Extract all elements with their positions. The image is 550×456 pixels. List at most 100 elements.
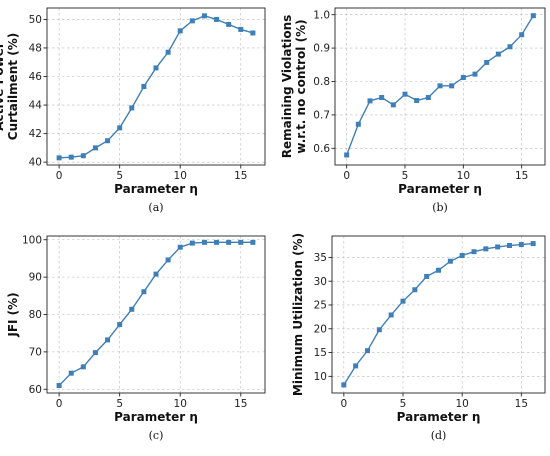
data-point (165, 257, 171, 263)
data-point (495, 244, 501, 250)
data-point (424, 273, 430, 279)
x-tick-label: 0 (343, 170, 350, 182)
y-tick-label: 48 (29, 43, 42, 55)
data-point (226, 239, 232, 245)
chart-a-svg: 0 5 10 15 40 42 44 46 48 50 Parameter η Active Powe… (0, 7, 266, 214)
x-tick-label: 0 (56, 170, 63, 182)
data-point (483, 246, 489, 252)
chart-panel-d: 0 5 10 15 10 15 20 25 30 35 Parameter η Minimum Uti… (275, 228, 550, 456)
data-point (400, 298, 406, 304)
series-line (58, 241, 253, 387)
data-point (495, 51, 501, 57)
data-point (484, 59, 490, 65)
y-tick-label: 90 (29, 272, 42, 284)
data-point (402, 91, 408, 97)
y-tick-label: 46 (29, 71, 43, 83)
chart-panel-a: 0 5 10 15 40 42 44 46 48 50 Parameter η Active Powe… (0, 0, 275, 228)
data-point (238, 26, 244, 32)
panel-caption: (c) (149, 429, 164, 442)
y-tick-label: 35 (314, 252, 327, 264)
data-point (353, 363, 359, 369)
data-point (129, 306, 135, 312)
y-axis-title-line: Curtailment (%) (6, 33, 20, 140)
panel-caption: (a) (148, 201, 163, 214)
data-point (530, 241, 536, 247)
data-point (367, 98, 373, 104)
series-line (59, 15, 254, 159)
grid-lines (332, 236, 545, 393)
x-tick-label: 0 (340, 398, 347, 410)
y-tick-label: 20 (314, 323, 327, 335)
grid-lines (47, 236, 265, 393)
x-axis-title: Parameter η (114, 410, 198, 424)
y-axis-title-line: JFI (%) (6, 292, 20, 337)
data-point (518, 242, 524, 248)
x-tick-label: 15 (515, 170, 528, 182)
y-tick-label: 0.8 (313, 76, 330, 88)
x-tick-label: 15 (234, 398, 247, 410)
data-point (214, 239, 220, 245)
data-point (390, 102, 396, 108)
data-point (214, 16, 220, 22)
y-tick-label: 25 (314, 300, 327, 312)
x-tick-label: 5 (400, 398, 407, 410)
x-tick-label: 5 (116, 170, 123, 182)
data-point (92, 145, 98, 151)
plot-frame (46, 7, 266, 166)
data-point (344, 152, 350, 158)
y-tick-label: 60 (29, 384, 42, 396)
plot-frame (334, 7, 546, 166)
chart-panel-b: 0 5 10 15 0.6 0.7 0.8 0.9 1.0 Parameter η Remainin… (275, 0, 550, 228)
data-point (250, 239, 256, 245)
chart-b-svg: 0 5 10 15 0.6 0.7 0.8 0.9 1.0 Parameter η Remainin… (280, 7, 546, 214)
data-point (436, 267, 441, 273)
x-axis-title: Parameter η (397, 410, 481, 424)
data-point (507, 243, 512, 249)
panel-caption: (b) (432, 201, 448, 214)
x-axis-title: Parameter η (398, 182, 482, 196)
panel-caption: (d) (431, 429, 447, 442)
y-tick-label: 44 (29, 100, 43, 112)
data-point (201, 239, 207, 245)
data-point (226, 21, 232, 27)
data-point (459, 253, 465, 259)
y-tick-label: 50 (29, 14, 42, 26)
data-point (472, 71, 478, 77)
data-point (141, 289, 147, 295)
x-tick-label: 0 (56, 398, 63, 410)
data-point (177, 244, 183, 250)
chart-d-svg: 0 5 10 15 10 15 20 25 30 35 Parameter η Minimum Uti… (291, 233, 546, 442)
y-tick-label: 42 (29, 128, 42, 140)
data-point (414, 98, 420, 104)
data-point (519, 32, 525, 38)
data-point (388, 312, 394, 318)
data-point (117, 322, 123, 328)
x-tick-label: 10 (174, 398, 187, 410)
x-axis-title: Parameter η (114, 182, 198, 196)
data-point (379, 95, 385, 101)
data-point (341, 382, 347, 388)
data-point (105, 337, 111, 343)
data-point (425, 95, 431, 101)
y-tick-label: 80 (29, 309, 42, 321)
data-point (105, 138, 111, 144)
data-point (153, 65, 159, 71)
data-point (530, 13, 536, 19)
data-point (201, 13, 207, 19)
data-point (447, 258, 453, 264)
data-point (471, 249, 477, 255)
data-point (250, 30, 256, 36)
chart-c-svg: 0 5 10 15 60 70 80 90 100 Parameter η JFI (%) (c) (6, 234, 266, 442)
data-point (177, 28, 183, 34)
y-tick-label: 30 (314, 276, 327, 288)
y-axis-title-line: w.r.t. no control (%) (294, 19, 308, 153)
y-tick-label: 15 (314, 347, 327, 359)
data-point (437, 83, 443, 89)
data-point (460, 74, 466, 80)
y-axis-title-line: Remaining Violations (280, 15, 294, 158)
x-tick-label: 10 (457, 170, 470, 182)
data-point (412, 287, 418, 293)
data-point (117, 125, 123, 131)
data-point (238, 239, 244, 245)
data-point (189, 240, 195, 246)
